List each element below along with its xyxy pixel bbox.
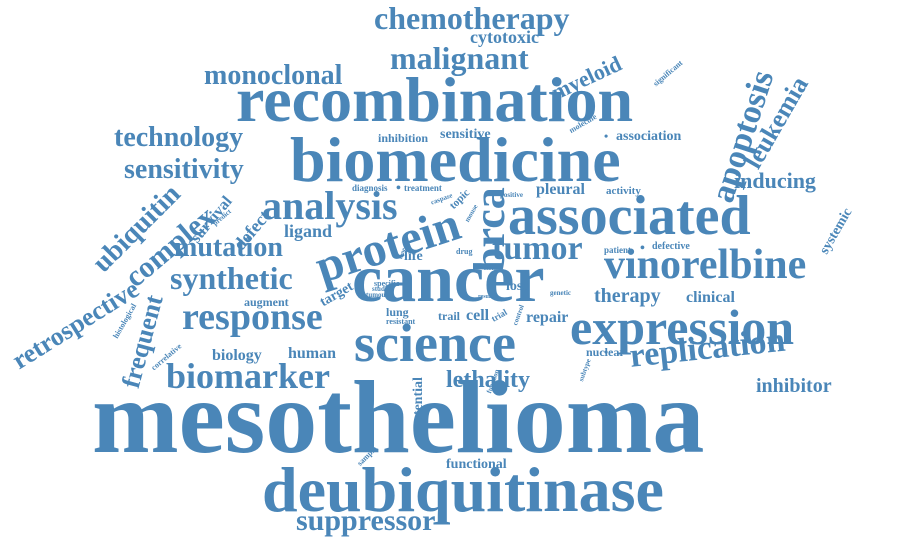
word-treatment: treatment (404, 183, 442, 193)
word-significant: significant (651, 58, 685, 89)
word-potential: potential (411, 377, 426, 430)
word-inhibitor: inhibitor (756, 375, 832, 397)
dot-separator: • (396, 181, 401, 196)
word-analysis: analysis (262, 183, 398, 228)
word-mesothelioma: mesothelioma (92, 360, 705, 475)
word-recombination: recombination (236, 64, 634, 135)
word-life: life (404, 249, 423, 264)
word-pleural: pleural (536, 181, 585, 198)
word-mutation: mutation (174, 232, 283, 263)
word-tumour: tumour (366, 291, 389, 299)
word-functional: functional (446, 457, 507, 472)
dot-separator: • (604, 129, 609, 143)
word-systemic: systemic (817, 205, 856, 257)
word-augment: augment (244, 295, 289, 309)
word-clinical: clinical (686, 289, 735, 306)
word-deubiquitinase: deubiquitinase (262, 454, 664, 525)
word-lethality: lethality (446, 367, 530, 393)
word-monoclonal: monoclonal (204, 60, 343, 91)
word-cell: cell (466, 307, 490, 324)
word-positive: positive (500, 191, 523, 199)
word-sensitive: sensitive (440, 127, 491, 142)
word-chemotherapy: chemotherapy (374, 0, 570, 36)
word-lung: lung (386, 305, 409, 319)
word-synthetic: synthetic (170, 260, 293, 296)
word-suppressor: suppressor (296, 504, 436, 537)
word-tumor: tumor (492, 230, 583, 267)
word-genetic: genetic (550, 289, 571, 297)
word-cytotoxic: cytotoxic (470, 27, 539, 47)
word-technology: technology (114, 122, 244, 153)
word-drug: drug (456, 247, 473, 256)
word-response: response (182, 296, 323, 338)
word-cancer: cancer (352, 240, 545, 316)
word-associated: associated (508, 185, 751, 247)
word-association: association (616, 129, 682, 144)
word-result: result (478, 294, 493, 300)
word-specific: specific (374, 279, 400, 288)
word-human: human (288, 345, 337, 362)
word-therapy: therapy (594, 285, 661, 307)
word-biomarker: biomarker (166, 356, 330, 396)
word-science: science (354, 313, 516, 373)
word-ligand: ligand (284, 221, 333, 241)
word-malignant: malignant (390, 40, 529, 76)
word-repair: repair (526, 309, 569, 326)
word-activity: activity (606, 185, 641, 197)
word-expression: expression (570, 299, 795, 355)
word-nuclear: nuclear (586, 345, 625, 359)
dot-separator: • (640, 241, 645, 256)
word-biomedicine: biomedicine (290, 124, 621, 195)
word-inhibition: inhibition (378, 131, 429, 145)
word-patient: patient (604, 245, 631, 255)
word-loss: loss (506, 279, 528, 294)
word-biology: biology (212, 347, 262, 364)
dot-separator: • (604, 345, 609, 359)
word-trail: trail (438, 309, 460, 323)
word-sensitivity: sensitivity (124, 154, 244, 185)
word-form: form (484, 266, 497, 272)
word-studies: studies (372, 285, 393, 293)
word-resistant: resistant (386, 317, 416, 326)
word-defective: defective (652, 241, 690, 252)
word-vinorelbine: vinorelbine (604, 242, 807, 288)
word-inducing: inducing (734, 168, 816, 193)
word-diagnosis: diagnosis (352, 183, 388, 193)
